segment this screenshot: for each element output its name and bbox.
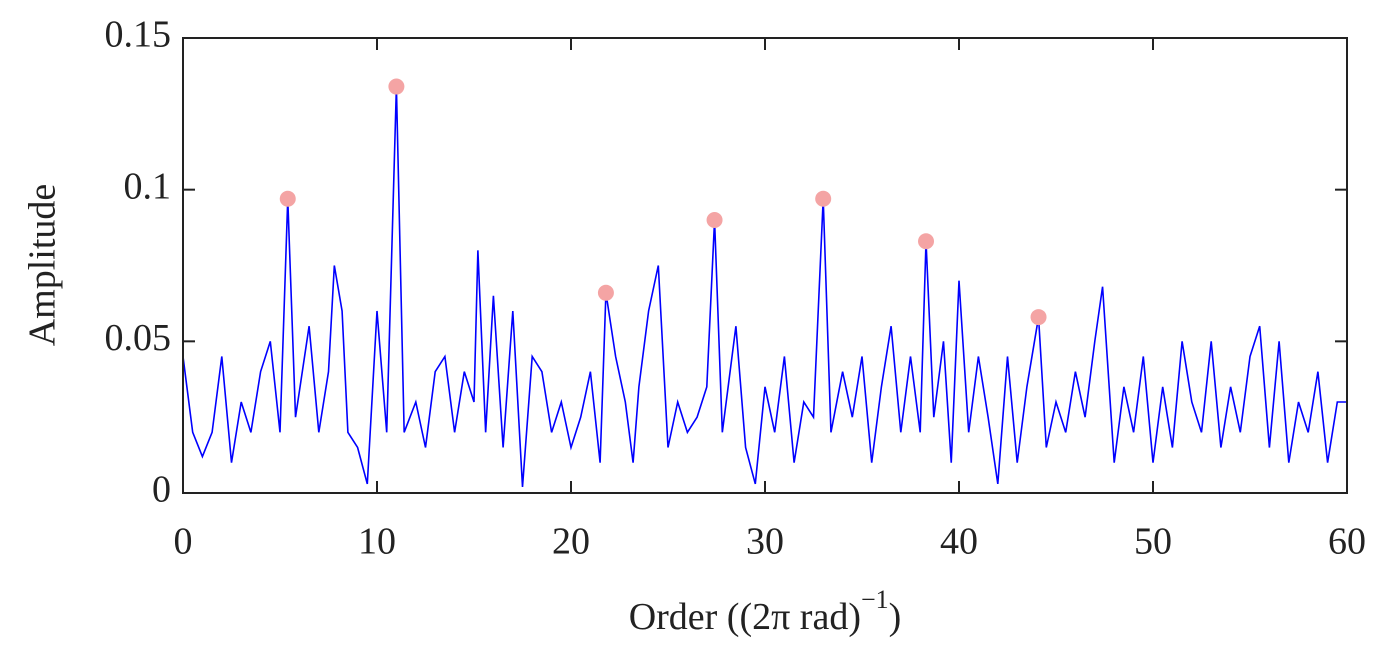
y-tick-label: 0 — [152, 469, 171, 511]
y-axis-label: Amplitude — [22, 184, 64, 347]
x-tick-label: 0 — [174, 521, 193, 563]
x-tick-label: 20 — [552, 521, 590, 563]
peak-marker — [597, 284, 614, 301]
signal-line — [182, 86, 1347, 487]
peak-marker — [815, 190, 832, 207]
plot-frame — [182, 37, 1348, 494]
peak-marker — [706, 212, 723, 228]
x-axis-label-suffix: ) — [889, 596, 902, 638]
x-axis-label-sup: −1 — [861, 585, 889, 614]
y-tick-label: 0.15 — [105, 14, 172, 56]
x-axis-label-text: Order ((2π rad) — [629, 596, 861, 638]
x-tick-label: 50 — [1134, 521, 1172, 563]
peak-marker — [918, 233, 935, 250]
peak-marker — [279, 190, 296, 207]
peak-marker — [1030, 309, 1047, 326]
x-tick-label: 60 — [1328, 521, 1366, 563]
x-tick-label: 10 — [358, 521, 396, 563]
peak-marker — [388, 78, 405, 95]
y-tick-label: 0.05 — [105, 317, 172, 359]
x-tick-label: 40 — [940, 521, 978, 563]
x-tick-label: 30 — [746, 521, 784, 563]
x-axis-label: Order ((2π rad)−1) — [629, 585, 902, 638]
y-tick-label: 0.1 — [124, 165, 172, 207]
